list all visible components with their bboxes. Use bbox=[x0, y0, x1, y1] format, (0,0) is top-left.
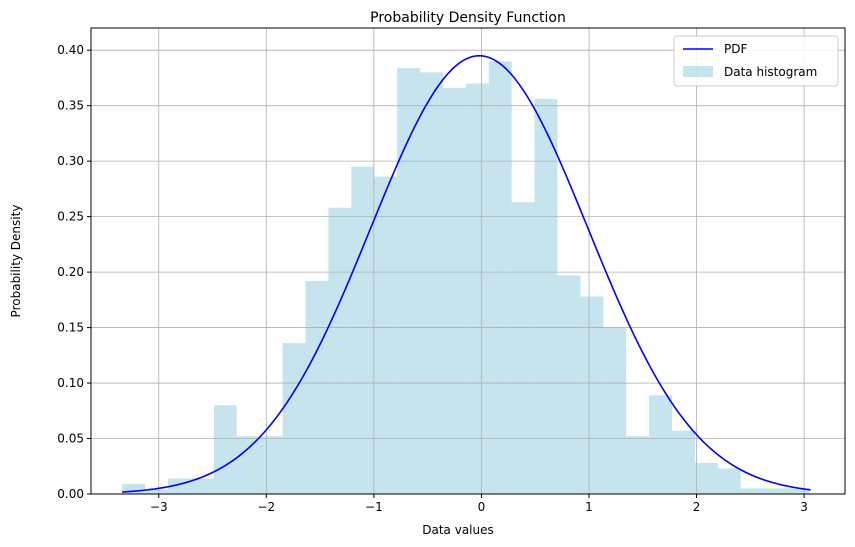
legend-box bbox=[673, 35, 839, 87]
y-tick-label: 0.05 bbox=[57, 432, 84, 446]
histogram-bar bbox=[534, 99, 558, 494]
grid-lines bbox=[91, 28, 845, 495]
histogram-bar bbox=[465, 83, 489, 494]
histogram-bar bbox=[236, 436, 260, 494]
histogram-bar bbox=[786, 488, 810, 494]
x-axis-label: Data values bbox=[422, 523, 494, 537]
histogram-bar bbox=[694, 462, 718, 494]
y-tick-label: 0.15 bbox=[57, 321, 84, 335]
histogram-bar bbox=[328, 207, 352, 494]
y-axis-label: Probability Density bbox=[9, 205, 23, 318]
histogram-bar bbox=[351, 166, 375, 494]
histogram-bar bbox=[717, 468, 741, 494]
y-tick-label: 0.30 bbox=[57, 154, 84, 168]
histogram-bar bbox=[442, 87, 466, 495]
histogram-bar bbox=[488, 61, 512, 495]
histogram-bar bbox=[122, 484, 146, 494]
histogram-bar bbox=[305, 280, 329, 494]
x-axis-ticks: −3 −2 −1 0 1 2 3 bbox=[150, 494, 808, 514]
histogram-bar bbox=[580, 296, 604, 494]
x-tick-label: 1 bbox=[585, 500, 593, 514]
histogram-bar bbox=[626, 436, 650, 494]
y-tick-label: 0.10 bbox=[57, 376, 84, 390]
y-tick-label: 0.20 bbox=[57, 265, 84, 279]
x-tick-label: −3 bbox=[150, 500, 168, 514]
chart-title: Probability Density Function bbox=[370, 10, 566, 26]
histogram-bar bbox=[603, 327, 627, 494]
histogram-bar bbox=[145, 489, 169, 494]
x-tick-label: 0 bbox=[478, 500, 486, 514]
y-tick-label: 0.25 bbox=[57, 210, 84, 224]
x-tick-label: 2 bbox=[693, 500, 701, 514]
histogram-bar bbox=[420, 72, 443, 494]
legend-histogram-label: Data histogram bbox=[724, 65, 817, 79]
y-tick-label: 0.35 bbox=[57, 99, 84, 113]
histogram-bar bbox=[374, 176, 398, 494]
histogram-bar bbox=[740, 488, 764, 494]
y-tick-label: 0.00 bbox=[57, 487, 84, 501]
histogram-bar bbox=[672, 430, 695, 494]
legend-pdf-label: PDF bbox=[724, 42, 747, 56]
x-tick-label: −1 bbox=[365, 500, 383, 514]
histogram-bar bbox=[213, 405, 237, 494]
histogram-bar bbox=[557, 275, 581, 494]
histogram-bar bbox=[259, 436, 283, 494]
histogram-bar bbox=[649, 395, 673, 494]
legend-histogram-swatch bbox=[683, 66, 713, 77]
y-axis-ticks: 0.00 0.05 0.10 0.15 0.20 0.25 0.30 0.35 0.40 bbox=[57, 43, 91, 501]
histogram-bars bbox=[122, 61, 810, 495]
x-tick-label: −2 bbox=[257, 500, 275, 514]
histogram-bar bbox=[397, 67, 421, 494]
plot-frame bbox=[90, 27, 846, 495]
histogram-bar bbox=[511, 202, 535, 494]
legend: PDF Data histogram bbox=[673, 35, 839, 87]
pdf-curve bbox=[122, 54, 811, 493]
histogram-bar bbox=[763, 488, 787, 494]
y-tick-label: 0.40 bbox=[57, 43, 84, 57]
histogram-bar bbox=[190, 478, 214, 494]
x-tick-label: 3 bbox=[800, 500, 808, 514]
histogram-bar bbox=[282, 343, 306, 494]
